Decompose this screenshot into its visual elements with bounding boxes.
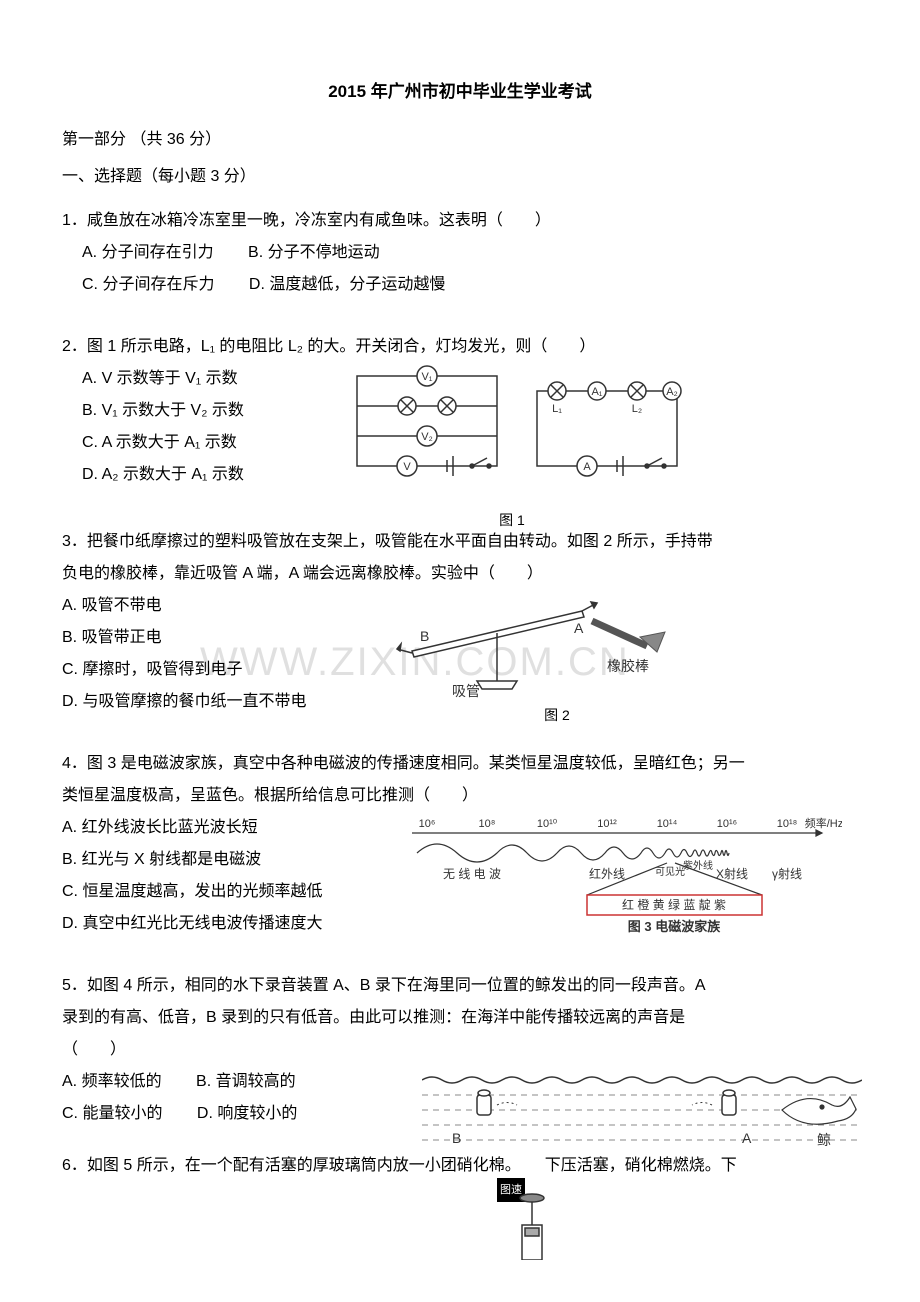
q3-figure: B A 吸管 橡胶棒 图 2 bbox=[382, 591, 672, 729]
em-spectrum-icon: 10⁶ 10⁸ 10¹⁰ 10¹² 10¹⁴ 10¹⁶ 10¹⁸ 频率/Hz bbox=[402, 813, 842, 933]
q4-stem1: 4．图 3 是电磁波家族，真空中各种电磁波的传播速度相同。某类恒星温度较低，呈暗… bbox=[62, 748, 858, 780]
question-1: 1．咸鱼放在冰箱冷冻室里一晚，冷冻室内有咸鱼味。这表明（ ） A. 分子间存在引… bbox=[62, 205, 858, 301]
svg-text:V₂: V₂ bbox=[421, 431, 433, 443]
svg-text:B: B bbox=[452, 1130, 461, 1146]
section-header: 一、选择题（每小题 3 分） bbox=[62, 161, 858, 193]
q1-optD: D. 温度越低，分子运动越慢 bbox=[249, 269, 445, 301]
svg-text:红 橙 黄 绿 蓝 靛 紫: 红 橙 黄 绿 蓝 靛 紫 bbox=[622, 897, 726, 912]
question-2: 2．图 1 所示电路，L₁ 的电阻比 L₂ 的大。开关闭合，灯均发光，则（ ） … bbox=[62, 331, 858, 491]
svg-text:可见光: 可见光 bbox=[655, 865, 685, 878]
q1-stem: 1．咸鱼放在冰箱冷冻室里一晚，冷冻室内有咸鱼味。这表明（ ） bbox=[62, 205, 858, 237]
underwater-recorder-icon: B A 鲸 bbox=[422, 1065, 862, 1155]
straw-rod-icon: B A 吸管 橡胶棒 bbox=[382, 591, 672, 701]
svg-text:A: A bbox=[583, 461, 591, 473]
svg-text:L₁: L₁ bbox=[552, 403, 562, 415]
svg-text:10¹⁰: 10¹⁰ bbox=[537, 818, 558, 830]
svg-text:频率/Hz: 频率/Hz bbox=[805, 816, 842, 830]
svg-text:X射线: X射线 bbox=[716, 866, 748, 881]
q5-optD: D. 响度较小的 bbox=[197, 1098, 297, 1130]
svg-text:紫外线: 紫外线 bbox=[683, 859, 713, 872]
q5-optA: A. 频率较低的 bbox=[62, 1066, 162, 1098]
svg-text:无 线 电 波: 无 线 电 波 bbox=[443, 867, 501, 881]
question-4: 4．图 3 是电磁波家族，真空中各种电磁波的传播速度相同。某类恒星温度较低，呈暗… bbox=[62, 748, 858, 940]
svg-text:V₁: V₁ bbox=[421, 371, 432, 383]
svg-text:γ射线: γ射线 bbox=[772, 866, 802, 881]
part-header: 第一部分 （共 36 分） bbox=[62, 124, 858, 156]
svg-text:橡胶棒: 橡胶棒 bbox=[607, 658, 649, 674]
q2-figure: V₁ V₂ V L₁ L₂ A₁ A₂ A 图 1 bbox=[327, 346, 697, 534]
svg-text:10⁸: 10⁸ bbox=[479, 818, 496, 830]
q4-figure: 10⁶ 10⁸ 10¹⁰ 10¹² 10¹⁴ 10¹⁶ 10¹⁸ 频率/Hz bbox=[402, 813, 842, 933]
q3-stem2: 负电的橡胶棒，靠近吸管 A 端，A 端会远离橡胶棒。实验中（ ） bbox=[62, 558, 858, 590]
svg-text:A: A bbox=[574, 620, 584, 636]
svg-text:10¹⁶: 10¹⁶ bbox=[717, 818, 737, 830]
svg-text:B: B bbox=[420, 628, 429, 644]
q6-figure bbox=[492, 1190, 572, 1260]
svg-text:鲸: 鲸 bbox=[817, 1132, 831, 1148]
svg-text:10¹²: 10¹² bbox=[597, 818, 617, 830]
q5-figure: B A 鲸 bbox=[422, 1065, 862, 1155]
svg-text:图 3 电磁波家族: 图 3 电磁波家族 bbox=[628, 919, 721, 933]
q6-stem: 6．如图 5 所示，在一个配有活塞的厚玻璃筒内放一小团硝化棉。 下压活塞，硝化棉… bbox=[62, 1150, 858, 1182]
q5-stem2: 录到的有高、低音，B 录到的只有低音。由此可以推测：在海洋中能传播较远离的声音是 bbox=[62, 1002, 858, 1034]
circuit-diagram-icon: V₁ V₂ V L₁ L₂ A₁ A₂ A bbox=[327, 346, 697, 506]
question-3: 3．把餐巾纸摩擦过的塑料吸管放在支架上，吸管能在水平面自由转动。如图 2 所示，… bbox=[62, 526, 858, 718]
q1-options: A. 分子间存在引力 B. 分子不停地运动 C. 分子间存在斥力 D. 温度越低… bbox=[62, 237, 858, 301]
svg-text:V: V bbox=[403, 461, 411, 473]
q3-stem1: 3．把餐巾纸摩擦过的塑料吸管放在支架上，吸管能在水平面自由转动。如图 2 所示，… bbox=[62, 526, 858, 558]
q1-optC: C. 分子间存在斥力 bbox=[82, 269, 214, 301]
page-content: 2015 年广州市初中毕业生学业考试 第一部分 （共 36 分） 一、选择题（每… bbox=[62, 75, 858, 1182]
svg-text:A₂: A₂ bbox=[666, 386, 678, 398]
q3-fig-label: 图 2 bbox=[442, 701, 672, 729]
svg-text:A: A bbox=[742, 1130, 752, 1146]
q1-optA: A. 分子间存在引力 bbox=[82, 237, 214, 269]
svg-text:10⁶: 10⁶ bbox=[419, 818, 436, 830]
q5-stem1: 5．如图 4 所示，相同的水下录音装置 A、B 录下在海里同一位置的鲸发出的同一… bbox=[62, 970, 858, 1002]
svg-text:L₂: L₂ bbox=[632, 403, 642, 415]
q5-optC: C. 能量较小的 bbox=[62, 1098, 162, 1130]
q1-optB: B. 分子不停地运动 bbox=[248, 237, 380, 269]
question-6: 6．如图 5 所示，在一个配有活塞的厚玻璃筒内放一小团硝化棉。 下压活塞，硝化棉… bbox=[62, 1150, 858, 1182]
question-5: 5．如图 4 所示，相同的水下录音装置 A、B 录下在海里同一位置的鲸发出的同一… bbox=[62, 970, 858, 1130]
svg-text:10¹⁴: 10¹⁴ bbox=[657, 818, 678, 830]
svg-text:吸管: 吸管 bbox=[452, 683, 480, 699]
q5-stem3: （ ） bbox=[62, 1034, 858, 1066]
q4-stem2: 类恒星温度极高，呈蓝色。根据所给信息可比推测（ ） bbox=[62, 780, 858, 812]
q5-optB: B. 音调较高的 bbox=[196, 1066, 296, 1098]
svg-text:A₁: A₁ bbox=[591, 386, 602, 398]
exam-title: 2015 年广州市初中毕业生学业考试 bbox=[62, 75, 858, 109]
svg-text:10¹⁸: 10¹⁸ bbox=[777, 818, 798, 830]
svg-text:红外线: 红外线 bbox=[589, 866, 625, 881]
piston-tube-icon bbox=[492, 1190, 572, 1260]
